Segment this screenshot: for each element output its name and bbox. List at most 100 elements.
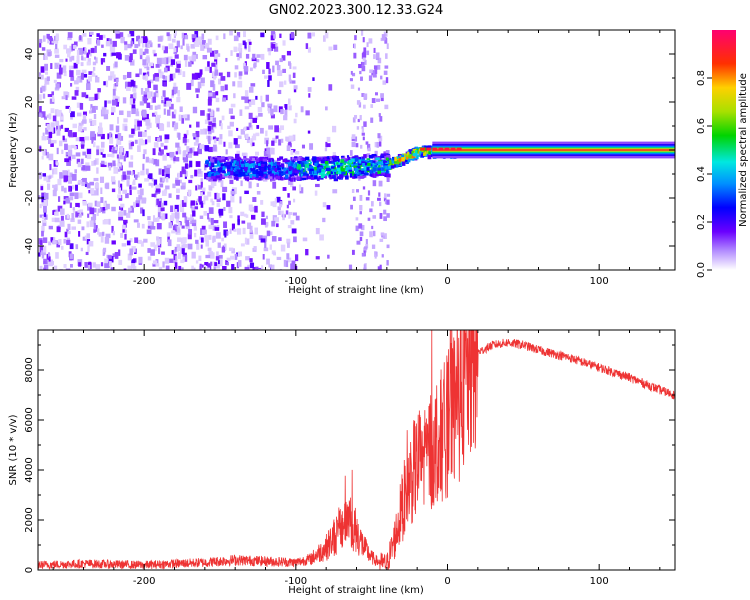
spectrogram-noise-cell [282, 187, 287, 191]
spectrogram-noise-cell [270, 114, 275, 119]
spectrogram-noise-cell [66, 160, 71, 166]
spectrogram-noise-cell [227, 125, 231, 130]
spectrogram-noise-cell [109, 131, 112, 138]
spectrogram-noise-cell [196, 121, 200, 128]
spectrogram-noise-cell [373, 47, 376, 53]
spectrogram-noise-cell [174, 209, 178, 214]
spectrogram-noise-cell [151, 226, 156, 230]
spectrogram-noise-cell [105, 41, 111, 47]
spectrogram-noise-cell [128, 143, 133, 150]
spectrogram-noise-cell [40, 66, 45, 73]
spectrogram-noise-cell [115, 32, 121, 39]
spectrogram-noise-cell [134, 139, 138, 144]
spectrogram-noise-cell [66, 155, 72, 161]
spectrogram-noise-cell [190, 174, 194, 179]
spectrogram-noise-cell [64, 127, 69, 132]
spectrogram-noise-cell [208, 217, 211, 222]
spectrogram-noise-cell [183, 54, 188, 61]
spectrogram-noise-cell [165, 173, 170, 179]
spectrogram-signal-cell [337, 164, 341, 168]
spectrogram-noise-cell [278, 210, 281, 215]
spectrogram-noise-cell [132, 93, 136, 97]
spectrogram-noise-cell [212, 83, 216, 91]
spectrogram-noise-cell [56, 226, 61, 233]
spectrogram-noise-cell [352, 196, 356, 201]
spectrogram-noise-cell [379, 238, 384, 242]
spectrogram-noise-cell [43, 214, 48, 220]
spectrogram-noise-cell [273, 105, 278, 113]
spectrogram-noise-cell [156, 122, 160, 128]
spectrogram-noise-cell [97, 127, 103, 135]
spectrogram-noise-cell [112, 40, 117, 47]
spectrogram-noise-cell [169, 151, 175, 158]
spectrogram-noise-cell [265, 215, 268, 220]
spectrogram-noise-cell [41, 250, 46, 256]
spectrogram-noise-cell [288, 74, 292, 82]
spectrogram-noise-cell [212, 235, 216, 242]
spectrogram-noise-cell [193, 136, 198, 140]
spectrogram-noise-cell [197, 170, 203, 177]
spectrogram-noise-cell [94, 200, 98, 207]
spectrogram-noise-cell [214, 227, 220, 231]
spectrogram-noise-cell [89, 110, 93, 114]
spectrogram-noise-cell [165, 65, 170, 72]
spectrogram-noise-cell [248, 122, 252, 128]
spectrogram-noise-cell [228, 142, 233, 149]
spectrogram-noise-cell [358, 64, 362, 69]
spectrogram-noise-cell [119, 145, 124, 153]
spectrogram-carrier-band [432, 149, 675, 151]
spectrogram-noise-cell [238, 71, 243, 76]
spectrogram-noise-cell [174, 246, 178, 252]
snr-y-tick-label: 2000 [24, 507, 35, 532]
spectrogram-noise-cell [206, 47, 212, 53]
spectrogram-signal-cell [398, 158, 402, 162]
snr-x-tick-label: -100 [284, 576, 307, 587]
spectrogram-noise-cell [47, 40, 51, 44]
spectrogram-noise-cell [153, 158, 158, 165]
spectrogram-noise-cell [381, 34, 386, 41]
spectrogram-signal-cell [257, 177, 262, 181]
spectrogram-noise-cell [240, 180, 243, 187]
spectrogram-noise-cell [358, 223, 363, 229]
spectrogram-signal-cell [280, 163, 285, 168]
spectrogram-noise-cell [52, 184, 58, 188]
spectrogram-signal-cell [363, 154, 367, 159]
spectrogram-noise-cell [332, 189, 338, 194]
spectrogram-noise-cell [239, 196, 242, 204]
spectrogram-signal-cell [210, 169, 214, 173]
spectrogram-noise-cell [51, 91, 55, 96]
spectrogram-signal-cell [375, 157, 380, 161]
spectrogram-noise-cell [60, 245, 64, 250]
spectrogram-noise-cell [226, 257, 231, 261]
spectrogram-signal-cell [294, 162, 299, 165]
spectrogram-signal-cell [214, 159, 218, 164]
spectrogram-signal-cell [274, 161, 278, 165]
spectrogram-noise-cell [263, 150, 268, 157]
spectrogram-noise-cell [262, 254, 265, 260]
spectrogram-noise-cell [172, 183, 176, 189]
spectrogram-signal-cell [323, 173, 328, 177]
spectrogram-noise-cell [256, 125, 260, 129]
spectrogram-noise-cell [48, 259, 54, 267]
spectrogram-noise-cell [261, 211, 265, 217]
spectrogram-noise-cell [286, 238, 291, 244]
spectrogram-noise-cell [191, 251, 196, 259]
spectrogram-noise-cell [195, 135, 199, 143]
spectrogram-noise-cell [245, 238, 250, 245]
spectrogram-signal-cell [275, 176, 280, 180]
spectrogram-noise-cell [369, 69, 374, 73]
spectrogram-signal-cell [215, 175, 221, 179]
spectrogram-noise-cell [155, 76, 160, 82]
spectrogram-signal-cell [420, 153, 425, 157]
spectrogram-noise-cell [363, 264, 366, 270]
spectrogram-noise-cell [305, 43, 309, 49]
spectrogram-noise-cell [59, 113, 64, 120]
spectrogram-signal-cell [427, 154, 432, 160]
spectrogram-signal-cell [333, 176, 339, 182]
spectrogram-noise-cell [307, 32, 312, 39]
spectrogram-noise-cell [218, 78, 221, 85]
spectrogram-noise-cell [266, 62, 270, 69]
spectrogram-noise-cell [205, 240, 210, 247]
spectrogram-signal-cell [316, 160, 319, 165]
spectrogram-noise-cell [290, 263, 294, 270]
